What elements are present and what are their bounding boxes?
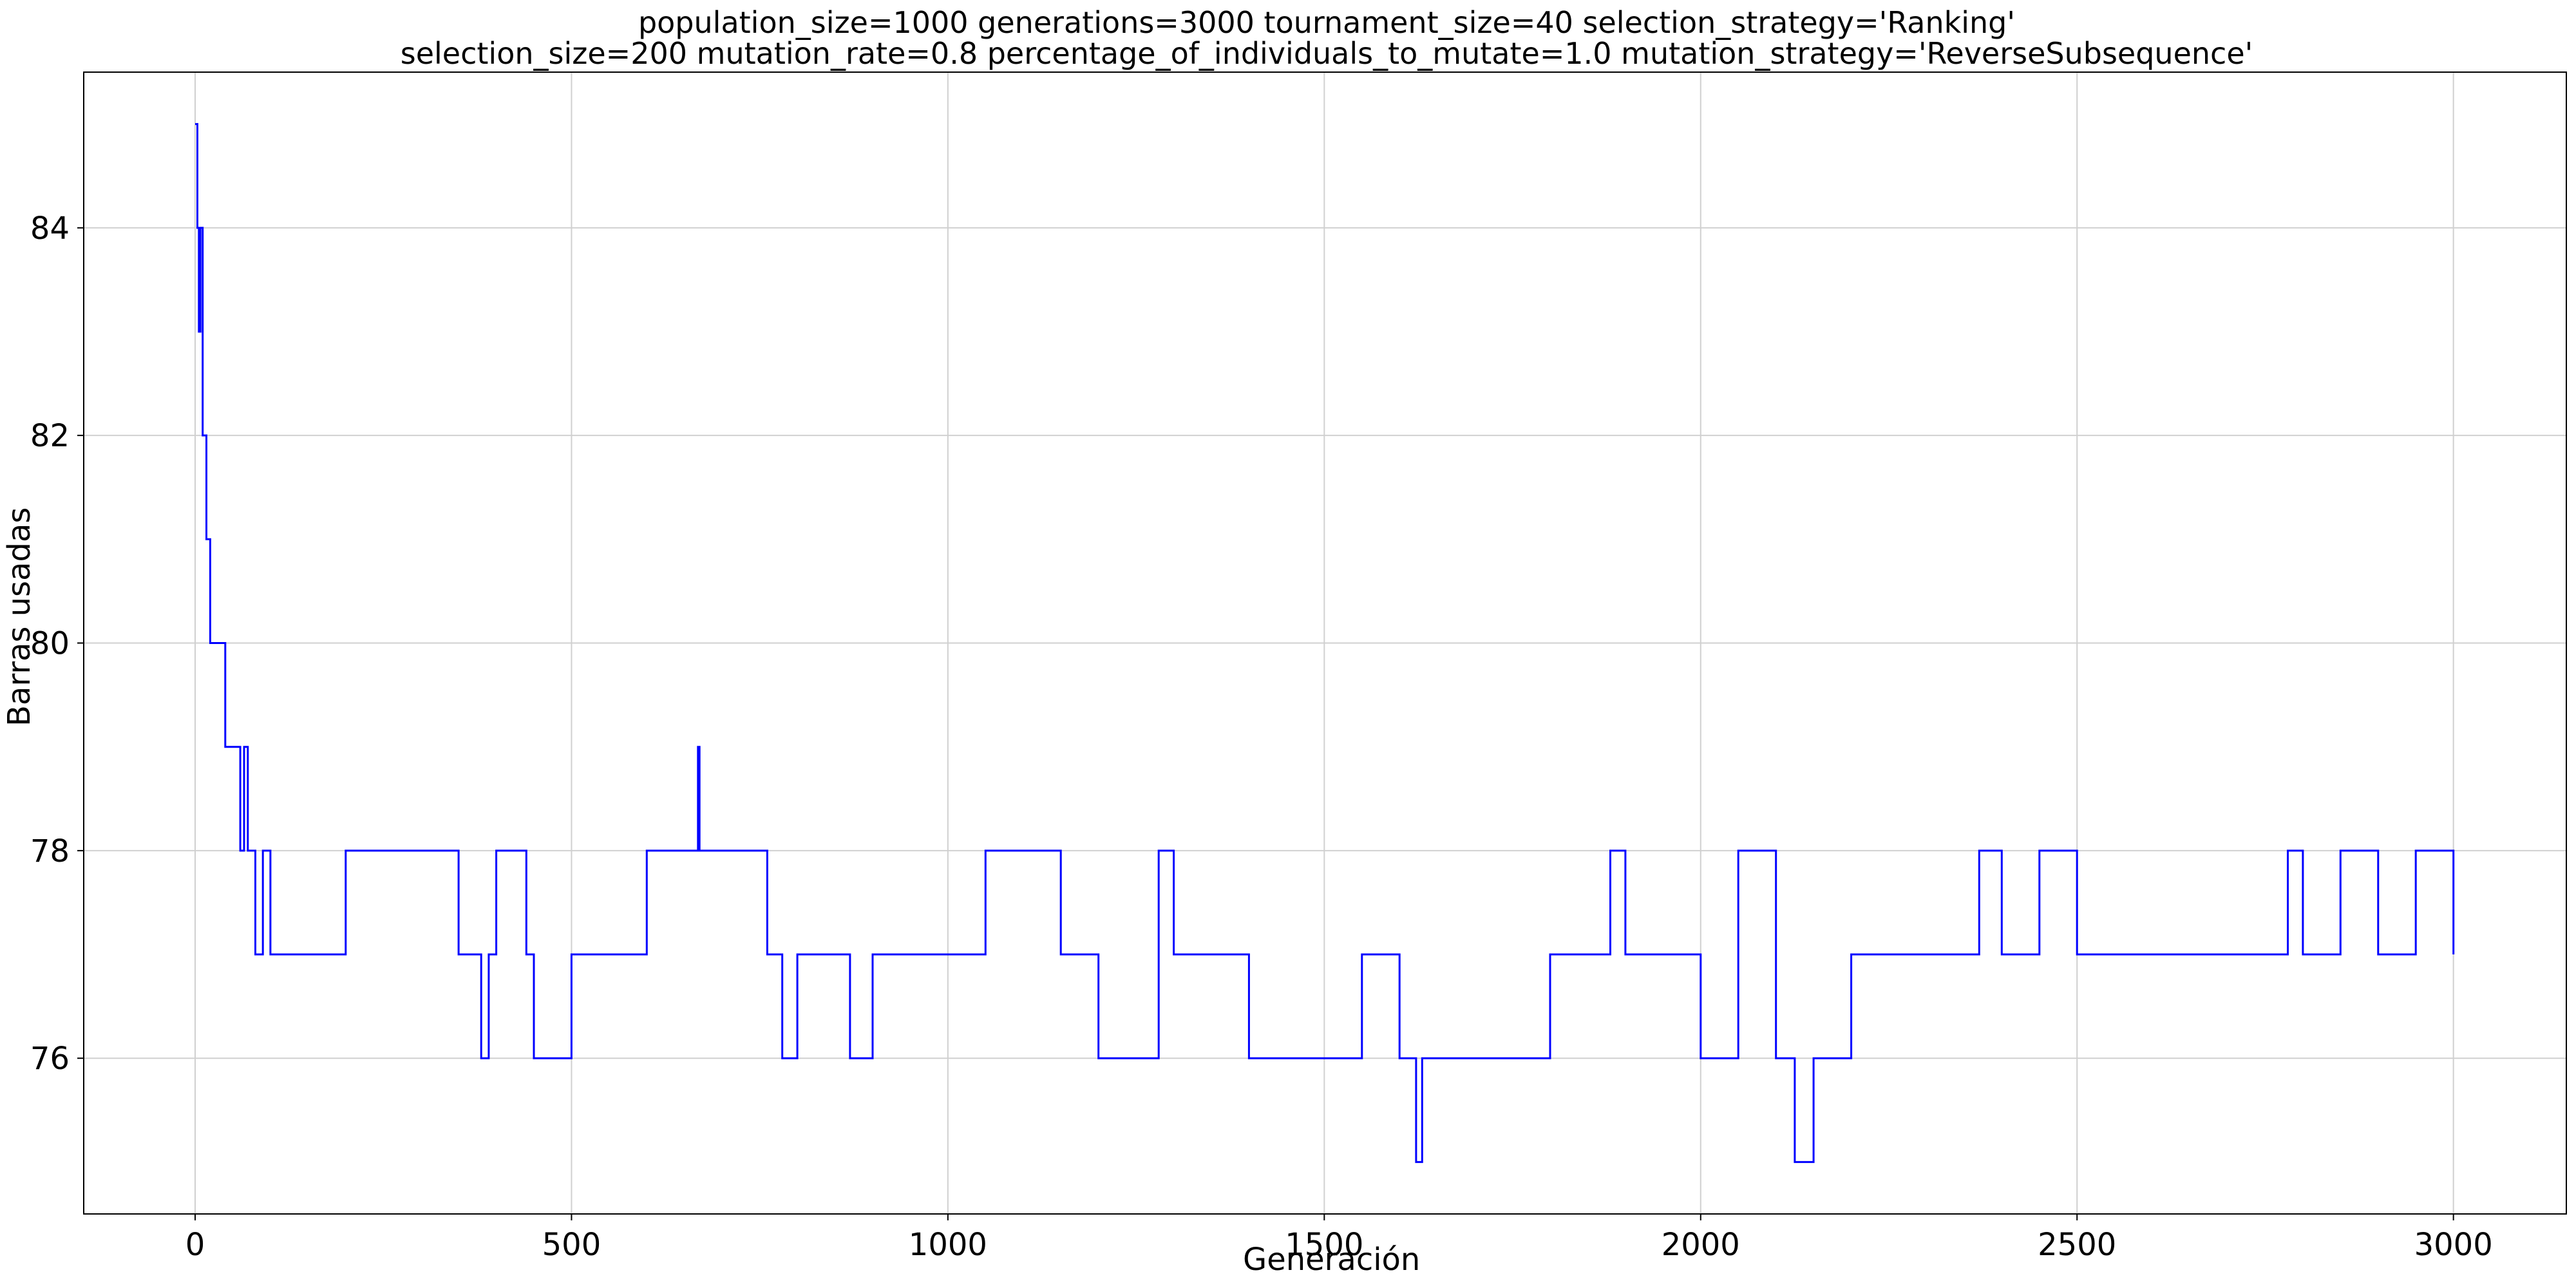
x-tick-label: 3000 — [2414, 1227, 2493, 1263]
series-layer — [195, 123, 2455, 1163]
x-tick-label: 1500 — [1285, 1227, 1363, 1263]
x-tick-label: 2000 — [1662, 1227, 1740, 1263]
x-tick-label: 2500 — [2038, 1227, 2116, 1263]
chart-title-line-1: population_size=1000 generations=3000 to… — [638, 5, 2016, 40]
x-tick-label: 500 — [542, 1227, 601, 1263]
grid — [84, 72, 2566, 1214]
series-line — [195, 123, 2455, 1163]
y-axis-label: Barras usadas — [1, 507, 37, 726]
y-tick-label: 80 — [30, 626, 70, 662]
x-tick-label: 1000 — [909, 1227, 987, 1263]
ticks: 0 500 1000 1500 2000 2500 3000 76 78 80 82 84 — [30, 211, 2493, 1263]
y-tick-label: 84 — [30, 211, 70, 247]
y-tick-label: 78 — [30, 833, 70, 869]
x-tick-label: 0 — [185, 1227, 205, 1263]
y-tick-label: 82 — [30, 418, 70, 454]
chart-title-line-2: selection_size=200 mutation_rate=0.8 per… — [400, 36, 2253, 71]
y-tick-label: 76 — [30, 1041, 70, 1077]
x-axis-label: Generación — [1243, 1242, 1421, 1278]
